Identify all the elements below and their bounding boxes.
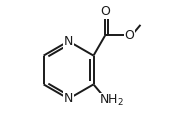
- Text: N: N: [64, 92, 73, 105]
- Text: N: N: [64, 35, 73, 48]
- Text: O: O: [100, 5, 110, 18]
- Text: O: O: [125, 29, 134, 42]
- Text: NH$_2$: NH$_2$: [99, 93, 124, 108]
